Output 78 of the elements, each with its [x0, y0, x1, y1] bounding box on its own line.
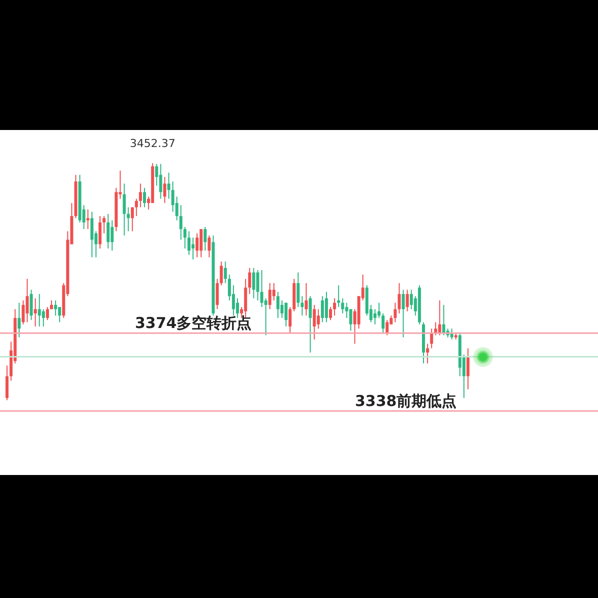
candlestick	[86, 208, 90, 230]
candlestick	[406, 289, 409, 312]
candlestick	[183, 226, 186, 250]
candlestick	[130, 206, 134, 232]
candlestick	[304, 282, 308, 316]
candlestick	[163, 176, 166, 204]
candlestick	[316, 308, 320, 330]
candlestick	[126, 206, 130, 232]
candlestick	[312, 304, 316, 340]
candlestick	[341, 298, 344, 314]
annotation: 3452.37	[130, 137, 176, 150]
candlestick	[30, 289, 33, 321]
candlestick	[34, 298, 37, 327]
candlestick	[402, 289, 405, 338]
candlestick	[333, 298, 336, 316]
candlestick	[272, 282, 276, 301]
candlestick	[192, 237, 195, 260]
candlestick	[187, 230, 190, 256]
ref-line-label: 3338前期低点	[355, 392, 457, 410]
candlestick	[256, 270, 260, 301]
candlestick	[466, 348, 470, 390]
candlestick	[378, 302, 381, 318]
candlestick	[42, 308, 45, 327]
candlestick	[6, 365, 9, 401]
candlestick	[386, 320, 389, 336]
candlestick	[276, 291, 280, 318]
candlestick	[204, 226, 207, 252]
candlestick	[138, 183, 142, 208]
candlestick	[410, 289, 413, 310]
candlestick	[337, 284, 340, 308]
candlestick	[324, 291, 328, 323]
candlestick	[134, 198, 138, 217]
candlestick	[58, 306, 62, 323]
candlestick	[248, 267, 252, 295]
candlestick	[26, 278, 29, 323]
candlestick	[110, 220, 114, 252]
candlestick	[288, 306, 292, 334]
candlestick	[260, 270, 264, 308]
candlestick	[38, 294, 41, 327]
candlestick	[200, 228, 203, 258]
candlestick	[438, 300, 442, 336]
candlestick	[373, 308, 376, 325]
candlestick	[398, 282, 401, 314]
candlestick	[284, 302, 288, 327]
candlestick	[18, 302, 21, 338]
candlestick	[46, 306, 49, 321]
candlestick	[216, 278, 219, 310]
candlestick	[430, 328, 434, 349]
candlestick	[179, 204, 182, 240]
candlestick	[22, 300, 25, 325]
candlestick	[220, 261, 223, 286]
candlestick	[349, 308, 352, 332]
candlestick	[268, 282, 272, 310]
candlestick	[196, 232, 199, 258]
candlestick	[98, 216, 102, 250]
candlestick	[143, 187, 146, 208]
candlestick	[442, 304, 446, 336]
candlestick	[329, 306, 332, 321]
candlestick	[102, 216, 106, 234]
candlestick	[122, 183, 126, 236]
candlestick	[382, 312, 385, 334]
candlestick	[252, 267, 256, 299]
candlestick	[106, 213, 110, 250]
ref-line-label: 3374多空转折点	[135, 314, 252, 332]
candlestick	[300, 296, 304, 316]
candlestick	[54, 300, 58, 316]
candlestick	[90, 211, 94, 258]
candlestick	[224, 261, 227, 284]
candlestick	[159, 163, 162, 200]
candlestick	[320, 296, 324, 323]
candlestick	[308, 296, 312, 354]
candlestick	[426, 343, 430, 364]
candlestick	[167, 172, 170, 200]
candlestick	[171, 180, 174, 212]
candlestick	[394, 302, 397, 323]
candlestick	[296, 272, 300, 308]
candlestick	[280, 300, 284, 318]
candlestick	[208, 234, 211, 258]
